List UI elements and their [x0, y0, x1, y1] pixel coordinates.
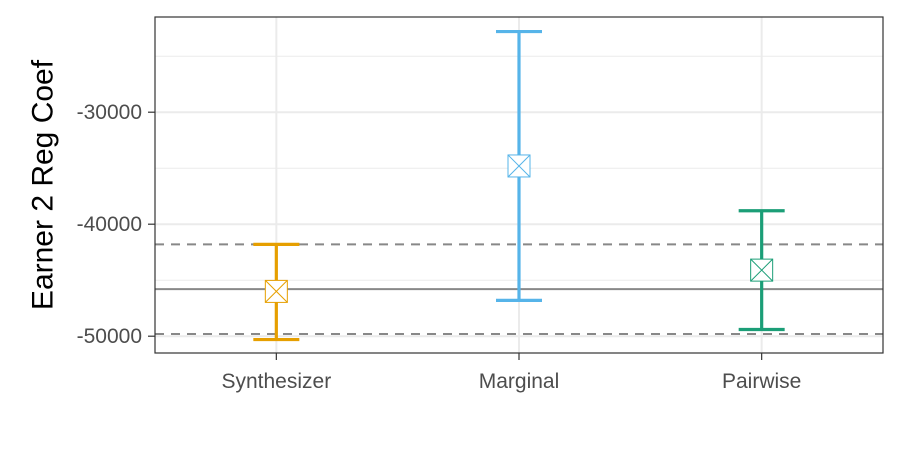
- marker-cross: [507, 154, 531, 178]
- x-tick-label: Synthesizer: [221, 370, 331, 393]
- y-tick-label: -50000: [77, 325, 142, 348]
- x-tick-label: Marginal: [479, 370, 560, 393]
- error-bar-synthesizer: [253, 242, 300, 342]
- marker-cross: [750, 258, 774, 282]
- error-bar-marginal: [496, 29, 542, 302]
- y-tick-label: -40000: [77, 213, 142, 236]
- axes: -50000 -40000 -30000 Synthesizer Marginal Pai…: [77, 101, 802, 393]
- y-axis-title: Earner 2 Reg Coef: [27, 59, 60, 310]
- point-estimate-marker: [750, 258, 774, 282]
- point-estimate-marker: [507, 154, 531, 178]
- error-bar-pairwise: [738, 209, 785, 332]
- point-estimate-marker: [264, 279, 288, 303]
- marker-cross: [264, 280, 288, 303]
- x-tick-label: Pairwise: [722, 370, 801, 393]
- y-tick-label: -30000: [77, 101, 142, 124]
- error-bars: [253, 29, 785, 342]
